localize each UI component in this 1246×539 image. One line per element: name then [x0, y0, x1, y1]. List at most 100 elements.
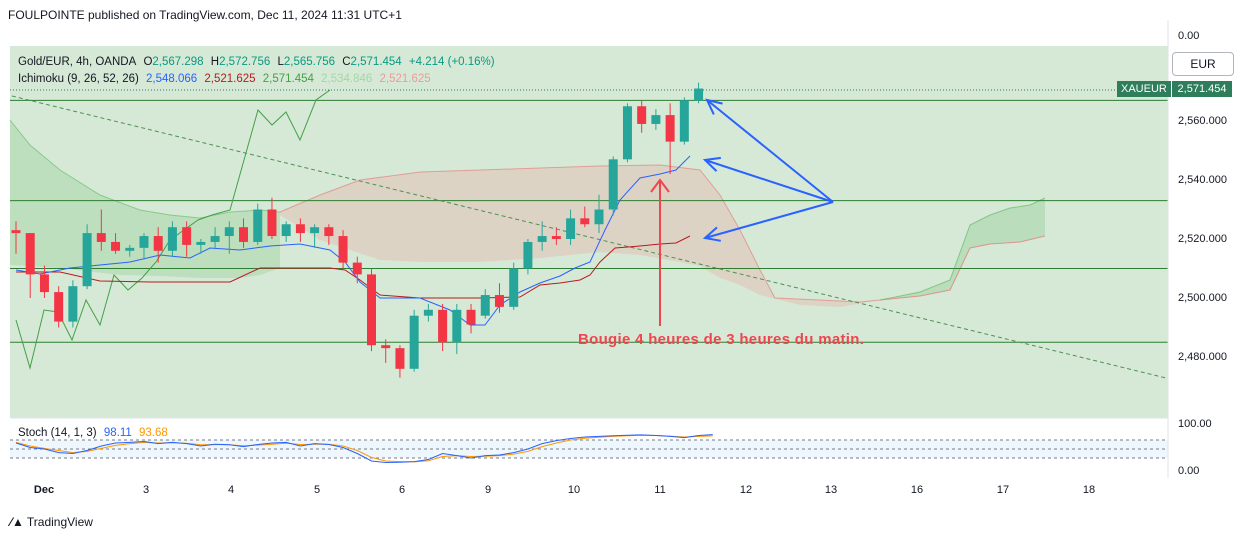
x-tick: Dec [33, 484, 55, 496]
candle-body [68, 286, 78, 322]
stoch-d-value: 93.68 [138, 427, 168, 439]
candle-body [395, 348, 405, 369]
candle-body [224, 227, 234, 237]
x-tick: 16 [910, 484, 924, 496]
candle-body [310, 227, 320, 234]
y-tick: 2,540.000 [1178, 174, 1227, 186]
kijun-value: 2,521.625 [204, 73, 256, 85]
tradingview-brand[interactable]: ⁄▲ TradingView [10, 515, 93, 529]
candle-body [253, 209, 263, 242]
candle-body [210, 236, 220, 242]
close-value: 2,571.454 [350, 56, 402, 68]
candle-body [295, 224, 305, 234]
candle-body [25, 233, 35, 275]
candle-body [580, 218, 590, 225]
candle-body [367, 274, 376, 346]
candle-body [125, 247, 135, 251]
tenkan-sen-line [15, 155, 691, 326]
candle-body [96, 233, 106, 242]
price-axis[interactable]: 0.00 2,560.000 2,540.000 2,520.000 2,500… [1168, 20, 1246, 480]
candle-body [111, 241, 121, 251]
stoch-k-line [15, 434, 713, 464]
high-label: H [210, 56, 220, 68]
candle-body [480, 295, 490, 316]
candle-body [11, 230, 21, 234]
stoch-d-line [15, 434, 713, 463]
candle-body [139, 236, 149, 248]
senkou-a-value: 2,534.846 [321, 73, 373, 85]
annotation-text: Bougie 4 heures de 3 heures du matin. [578, 331, 865, 348]
stoch-label: Stoch (14, 1, 3) [18, 427, 97, 439]
senkou-b-future-line [879, 235, 1046, 301]
candle-body [352, 262, 362, 275]
red-annotation-arrowhead [650, 178, 670, 193]
candle-body [566, 218, 576, 239]
candle-body [438, 309, 448, 343]
close-label: C [342, 56, 351, 68]
x-tick: 17 [996, 484, 1010, 496]
stochastic-pane[interactable] [10, 418, 1168, 475]
stoch-k-value: 98.11 [103, 427, 132, 439]
x-tick: 3 [142, 484, 150, 496]
annotation-arrow [704, 201, 834, 239]
x-tick: 5 [313, 484, 321, 496]
x-tick: 10 [567, 484, 581, 496]
candle-body [423, 309, 433, 316]
y-tick: 0.00 [1178, 30, 1200, 42]
annotation-arrowhead [702, 226, 721, 242]
low-value: 2,565.756 [283, 56, 336, 68]
y-tick: 2,500.000 [1178, 292, 1227, 304]
stoch-tick: 0.00 [1178, 465, 1200, 477]
candle-body [267, 209, 277, 237]
kumo-future-area [880, 198, 1045, 300]
symbol-legend: Gold/EUR, 4h, OANDA O2,567.298 H2,572.75… [18, 56, 499, 68]
candle-body [338, 236, 348, 263]
x-tick: 4 [227, 484, 235, 496]
x-tick: 9 [484, 484, 492, 496]
kumo-bullish-area [10, 120, 280, 278]
y-tick: 2,480.000 [1178, 351, 1227, 363]
symbol-title: Gold/EUR, 4h, OANDA [18, 56, 137, 68]
publisher-line: FOULPOINTE published on TradingView.com,… [8, 8, 402, 22]
annotation-arrowhead [705, 98, 723, 115]
annotation-arrowhead [702, 156, 721, 172]
candle-body [494, 295, 504, 307]
candle-body [281, 224, 291, 237]
candle-body [594, 209, 604, 225]
senkou-a-line [9, 119, 281, 219]
candle-body [679, 100, 689, 142]
candle-body [182, 227, 192, 245]
candle-body [622, 106, 632, 160]
candle-body [509, 268, 519, 307]
candle-body [452, 309, 462, 343]
tenkan-value: 2,548.066 [146, 73, 198, 85]
x-tick: 18 [1082, 484, 1096, 496]
senkou-a-future-line [879, 197, 1046, 301]
candle-body [153, 236, 163, 251]
ichimoku-legend: Ichimoku (9, 26, 52, 26) 2,548.066 2,521… [18, 73, 435, 85]
candle-body [196, 241, 206, 245]
annotation-arrow [706, 99, 834, 203]
y-tick: 2,520.000 [1178, 233, 1227, 245]
candle-body [54, 292, 64, 322]
x-tick: 13 [824, 484, 838, 496]
symbol-badge: XAUEUR [1117, 81, 1171, 97]
candle-body [551, 236, 561, 239]
candle-body [239, 227, 249, 242]
y-tick: 2,560.000 [1178, 115, 1227, 127]
candle-body [651, 115, 661, 124]
candle-body [694, 88, 704, 101]
stoch-legend: Stoch (14, 1, 3) 98.11 93.68 [18, 427, 172, 439]
x-tick: 12 [739, 484, 753, 496]
kijun-sen-line [16, 235, 691, 299]
main-chart-pane[interactable] [10, 46, 1168, 418]
candle-body [167, 227, 177, 251]
last-price-badge: 2,571.454 [1172, 81, 1232, 97]
high-value: 2,572.756 [219, 56, 271, 68]
currency-selector[interactable]: EUR [1172, 52, 1234, 76]
stoch-tick: 100.00 [1178, 418, 1212, 430]
candle-body [409, 315, 419, 369]
candle-body [523, 241, 533, 269]
chikou-value: 2,571.454 [262, 73, 314, 85]
